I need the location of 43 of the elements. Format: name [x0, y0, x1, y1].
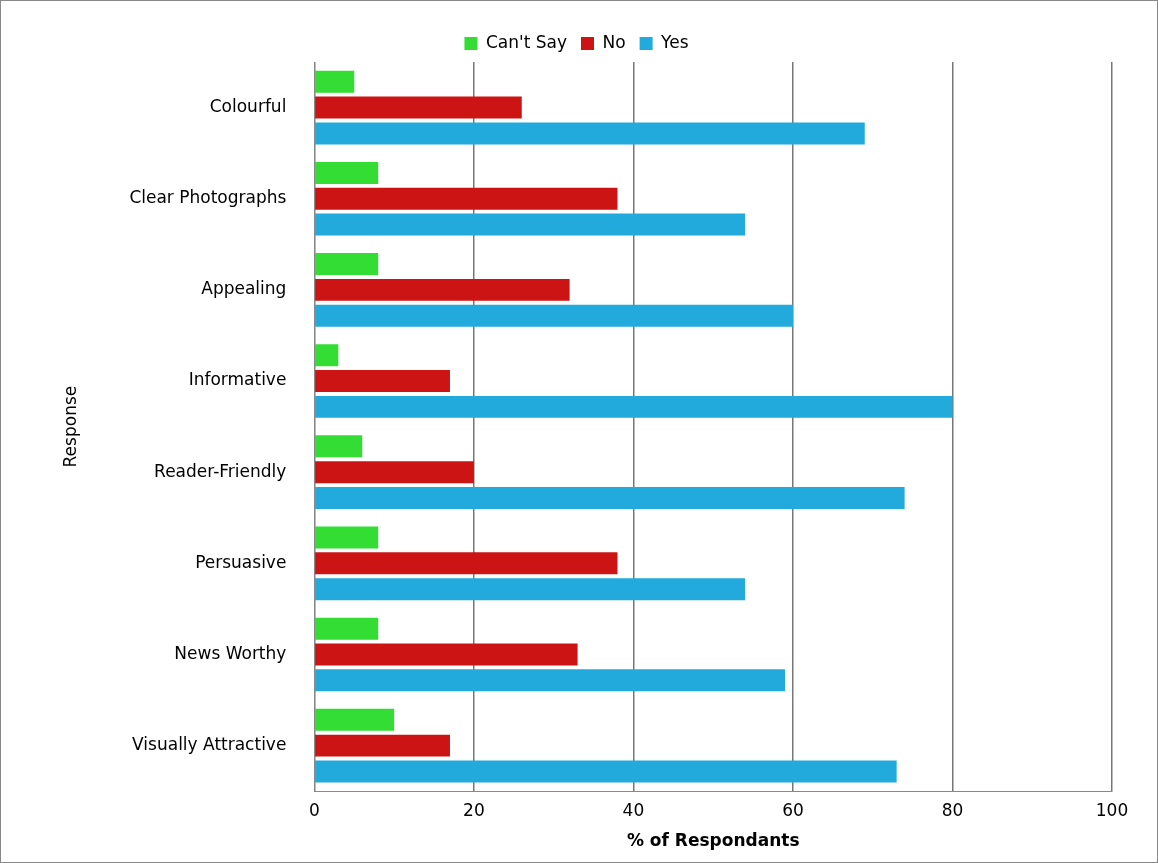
- bar: [315, 161, 379, 184]
- bar: [315, 187, 618, 210]
- bar: [315, 552, 618, 575]
- legend-label: No: [602, 31, 626, 52]
- x-tick-label: 100: [1095, 799, 1129, 820]
- bar: [315, 526, 379, 549]
- bar: [315, 760, 897, 783]
- bar: [315, 435, 363, 458]
- bar: [315, 344, 339, 367]
- bar: [315, 70, 355, 93]
- y-axis-title: Response: [59, 385, 80, 468]
- bar: [315, 461, 474, 484]
- y-tick-label: Clear Photographs: [129, 187, 287, 208]
- bar: [315, 487, 905, 509]
- y-tick-label: News Worthy: [174, 642, 287, 663]
- y-tick-label: Reader-Friendly: [154, 460, 287, 481]
- bar: [315, 734, 450, 757]
- bar: [315, 708, 395, 731]
- bar: [315, 578, 746, 601]
- bar: [315, 395, 953, 418]
- x-tick-label: 20: [463, 799, 485, 820]
- y-tick-label: Visually Attractive: [132, 734, 287, 755]
- bar: [315, 669, 785, 692]
- bar: [315, 370, 450, 392]
- bar: [315, 96, 522, 119]
- x-axis-title: % of Respondants: [626, 830, 800, 851]
- bar: [315, 213, 746, 236]
- x-tick-label: 80: [941, 799, 964, 820]
- bar: [315, 278, 570, 301]
- y-tick-label: Persuasive: [195, 551, 287, 572]
- legend-label: Yes: [660, 31, 689, 52]
- legend-label: Can't Say: [485, 31, 568, 52]
- y-tick-label: Informative: [188, 369, 287, 390]
- bar: [315, 122, 865, 145]
- x-tick-label: 60: [782, 799, 804, 820]
- y-tick-label: Appealing: [201, 278, 287, 299]
- bar: [315, 643, 578, 666]
- bar: [315, 617, 379, 640]
- y-tick-label: Colourful: [209, 96, 287, 116]
- x-tick-label: 40: [622, 799, 645, 820]
- bar: [315, 253, 379, 276]
- bar: [315, 304, 793, 327]
- x-tick-label: 0: [308, 799, 320, 820]
